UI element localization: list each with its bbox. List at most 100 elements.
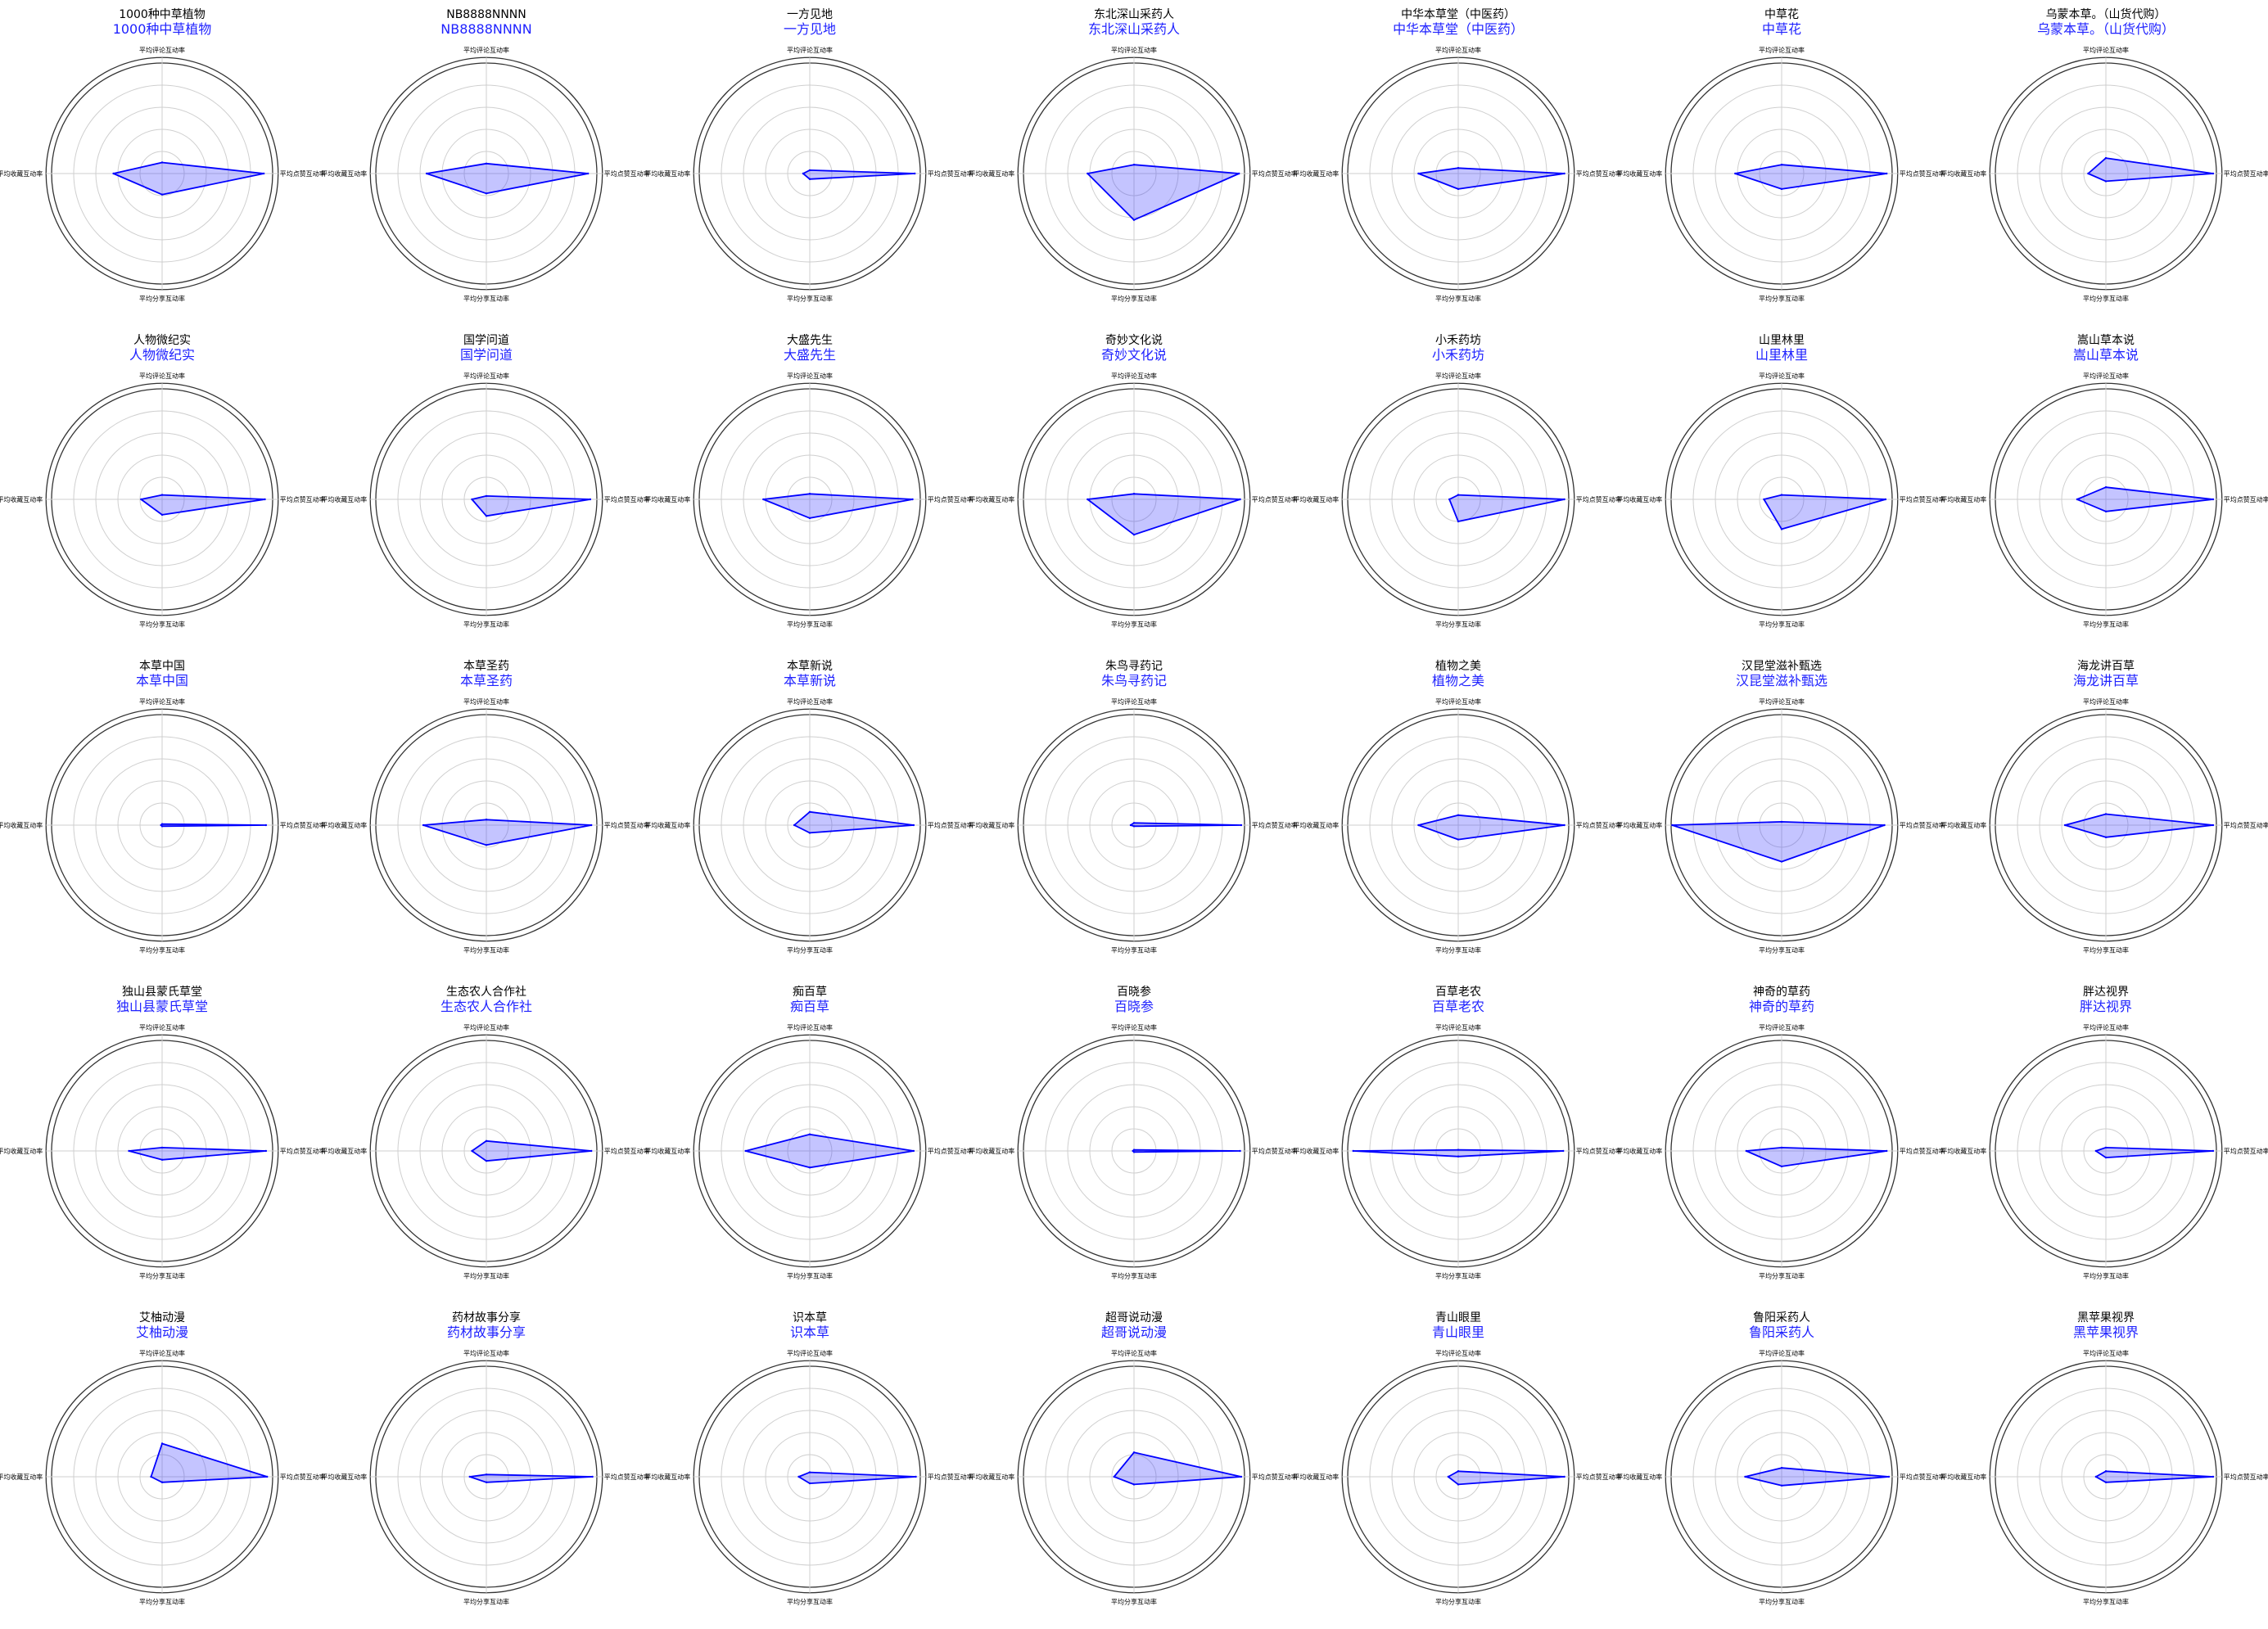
axis-label: 平均点赞互动率 [2224,169,2268,178]
radar-chart: 生态农人合作社 生态农人合作社 平均点赞互动率 平均评论互动率 平均收藏互动率 平均分享互… [321,977,649,1303]
radar-svg: 中华本草堂（中医药）中华本草堂（中医药） 平均点赞互动率 平均评论互动率平均收藏互动… [1293,8,1621,303]
chart-subtitle: 汉昆堂滋补甄选 [1736,673,1828,688]
axis-label: 平均收藏互动率 [1293,821,1339,829]
data-point [1132,219,1136,221]
chart-title: 胖达视界 [2083,986,2129,999]
axis-label: 平均点赞互动率 [928,821,974,829]
data-point [1763,498,1766,501]
radar-chart: 本草中国 本草中国 平均点赞互动率 平均评论互动率 平均收藏互动率 平均分享互动率 [0,652,326,977]
axis-label: 平均收藏互动率 [969,821,1014,829]
axis-label: 平均点赞互动率 [1900,1147,1945,1155]
chart-title: 本草新说 [787,660,833,673]
axis-label: 平均收藏互动率 [0,169,43,178]
chart-title: 海龙讲百草 [2077,660,2135,673]
axis-label: 平均点赞互动率 [280,1147,326,1155]
data-point [1561,1149,1565,1153]
data-point [2212,1149,2215,1153]
data-point [2094,1475,2098,1478]
data-point [160,513,164,517]
axis-label: 平均评论互动率 [787,1023,833,1031]
axis-label: 平均收藏互动率 [321,1473,367,1481]
radar-chart: 乌蒙本草。（山货代购） 乌蒙本草。（山货代购） 平均点赞互动率 平均评论互动率 平均收藏… [1940,0,2268,326]
axis-label: 平均分享互动率 [139,620,185,629]
chart-subtitle: 国学问道 [460,347,513,363]
axis-label: 平均评论互动率 [139,697,185,706]
data-point [1734,172,1737,175]
series-polygon [2095,1146,2214,1158]
data-point [809,178,811,180]
axis-label: 平均评论互动率 [2083,1023,2129,1031]
radar-chart: NB8888NNNN NB8888NNNN 平均点赞互动率 平均评论互动率 平均收藏互动… [321,0,649,326]
axis-label: 平均点赞互动率 [280,1473,326,1481]
data-point [809,810,811,814]
data-point [1457,494,1459,496]
chart-title: 嵩山草本说 [2077,334,2135,347]
data-point [809,1166,811,1169]
data-point [913,824,915,827]
data-point [140,498,142,501]
axis-label: 平均分享互动率 [139,1598,185,1606]
radar-chart: 一方见地 一方见地 平均点赞互动率 平均评论互动率 平均收藏互动率 平均分享互动率 [645,0,974,326]
series-polygon [1671,820,1886,863]
data-point [1132,533,1136,536]
data-point [2094,1149,2098,1153]
axis-label: 平均收藏互动率 [321,821,367,829]
axis-label: 平均收藏互动率 [1940,495,1986,503]
chart-subtitle: 一方见地 [784,21,836,37]
data-point [2076,498,2079,501]
axis-label: 平均点赞互动率 [1252,495,1298,503]
axis-label: 平均评论互动率 [1759,1349,1805,1357]
axis-label: 平均分享互动率 [1759,620,1805,629]
series-polygon [112,161,265,196]
axis-label: 平均评论互动率 [1111,1349,1157,1357]
chart-title: 青山眼里 [1435,1311,1481,1324]
data-point [1238,172,1240,175]
axis-label: 平均收藏互动率 [1940,821,1986,829]
chart-subtitle: 本草新说 [784,673,836,688]
data-point [485,192,487,195]
radar-chart: 鲁阳采药人 鲁阳采药人 平均点赞互动率 平均评论互动率 平均收藏互动率 平均分享互动率 [1617,1303,1945,1629]
data-point [160,1146,164,1149]
axis-label: 平均分享互动率 [787,1598,833,1606]
axis-label: 平均评论互动率 [463,1023,509,1031]
series-polygon [1417,814,1565,841]
data-point [1746,1149,1748,1153]
chart-title: 植物之美 [1435,660,1481,673]
data-point [1563,172,1565,175]
axis-label: 平均点赞互动率 [280,169,326,178]
axis-label: 平均点赞互动率 [1252,1147,1298,1155]
axis-label: 平均分享互动率 [1759,295,1805,303]
axis-label: 平均点赞互动率 [2224,1147,2268,1155]
axis-label: 平均收藏互动率 [0,1147,43,1155]
chart-title: 生态农人合作社 [446,986,526,999]
data-point [1087,172,1089,175]
radar-svg: 乌蒙本草。（山货代购）乌蒙本草。（山货代购） 平均点赞互动率 平均评论互动率平均收藏… [1940,7,2268,303]
chart-subtitle: 独山县蒙氏草堂 [116,999,208,1014]
axis-label: 平均收藏互动率 [1617,1473,1663,1481]
chart-title: 痴百草 [793,986,827,999]
data-point [744,1149,748,1153]
data-point [264,498,266,501]
radar-chart: 百草老农 百草老农 平均点赞互动率 平均评论互动率 平均收藏互动率 平均分享互动率 [1293,977,1621,1303]
axis-label: 平均评论互动率 [139,1349,185,1357]
axis-label: 平均分享互动率 [1759,1272,1805,1280]
data-point [468,1475,471,1478]
series-polygon [140,494,266,516]
series-polygon [1734,164,1888,190]
axis-label: 平均分享互动率 [463,946,509,954]
axis-label: 平均收藏互动率 [1940,1147,1986,1155]
chart-title: 百晓参 [1117,985,1151,999]
axis-label: 平均点赞互动率 [603,1147,649,1155]
data-point [915,1475,918,1478]
data-point [809,517,811,520]
data-point [809,1482,811,1485]
data-point [160,1158,164,1161]
data-point [264,824,268,827]
chart-subtitle: 青山眼里 [1432,1324,1484,1340]
